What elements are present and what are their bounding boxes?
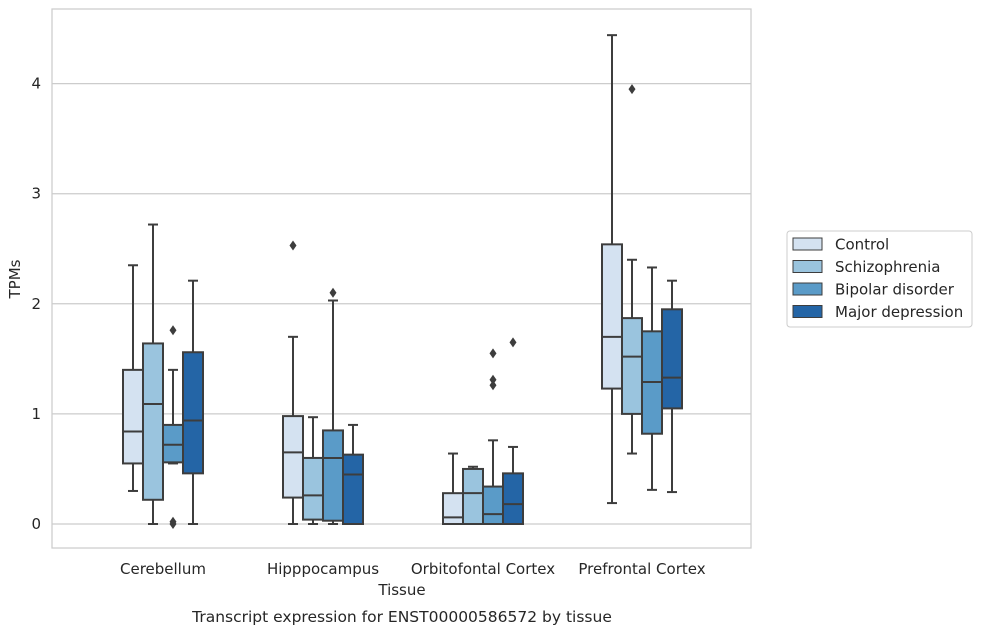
box-iqr	[462, 467, 484, 526]
box-iqr	[142, 342, 164, 501]
box-element	[462, 465, 484, 526]
x-tick-label: Cerebellum	[120, 560, 206, 578]
outlier-point	[489, 348, 497, 359]
box-element	[661, 279, 683, 494]
y-tick-labels: 0 1 2 3 4	[31, 75, 41, 533]
box-iqr	[482, 485, 504, 526]
x-tick-label: Prefrontal Cortex	[578, 560, 705, 578]
y-tick-label: 3	[31, 185, 41, 203]
box-iqr	[621, 317, 643, 415]
box-layer	[122, 34, 683, 529]
box-element	[182, 279, 204, 525]
legend: Control Schizophrenia Bipolar disorder Majo…	[786, 230, 973, 328]
outlier-point	[489, 380, 497, 391]
box-element	[282, 240, 304, 525]
box-element	[142, 223, 164, 525]
legend-label: Bipolar disorder	[835, 281, 955, 299]
legend-label: Control	[835, 236, 889, 254]
legend-label: Schizophrenia	[835, 258, 940, 276]
box-element	[641, 266, 663, 491]
outlier-point	[509, 337, 517, 348]
outlier-point	[489, 374, 497, 385]
box-iqr	[661, 308, 683, 410]
box-element	[601, 34, 623, 505]
box-element	[122, 264, 144, 492]
outlier-point	[169, 519, 177, 529]
outlier-point	[329, 287, 337, 298]
x-tick-label: Orbitofontal Cortex	[411, 560, 555, 578]
box-iqr	[162, 423, 184, 464]
box-element	[162, 325, 184, 529]
legend-label: Major depression	[835, 303, 963, 321]
box-iqr	[342, 453, 364, 525]
box-iqr	[502, 472, 524, 526]
box-element	[482, 348, 504, 526]
legend-swatch	[792, 260, 823, 273]
y-tick-label: 0	[31, 515, 41, 533]
y-tick-label: 2	[31, 295, 41, 313]
box-iqr	[322, 429, 344, 522]
box-iqr	[122, 368, 144, 465]
x-axis-label: Tissue	[377, 581, 425, 599]
x-tick-label: Hipppocampus	[267, 560, 379, 578]
chart-caption: Transcript expression for ENST0000058657…	[191, 608, 612, 626]
y-tick-label: 4	[31, 75, 41, 93]
x-tick-labels: Cerebellum Hipppocampus Orbitofontal Corte…	[120, 560, 706, 578]
box-iqr	[282, 415, 304, 499]
outlier-point	[289, 240, 297, 251]
box-element	[342, 423, 364, 525]
box-element	[502, 337, 524, 526]
y-axis-label: TPMs	[6, 259, 24, 299]
box-iqr	[182, 351, 204, 475]
box-iqr	[302, 456, 324, 521]
box-iqr	[442, 492, 464, 525]
legend-frame	[786, 230, 973, 328]
legend-swatch	[792, 305, 823, 318]
box-iqr	[601, 243, 623, 390]
legend-swatch	[792, 282, 823, 296]
y-tick-label: 1	[31, 405, 41, 423]
box-element	[322, 287, 344, 525]
outlier-point	[628, 84, 636, 95]
outlier-point	[169, 325, 177, 336]
legend-swatch	[792, 237, 823, 251]
